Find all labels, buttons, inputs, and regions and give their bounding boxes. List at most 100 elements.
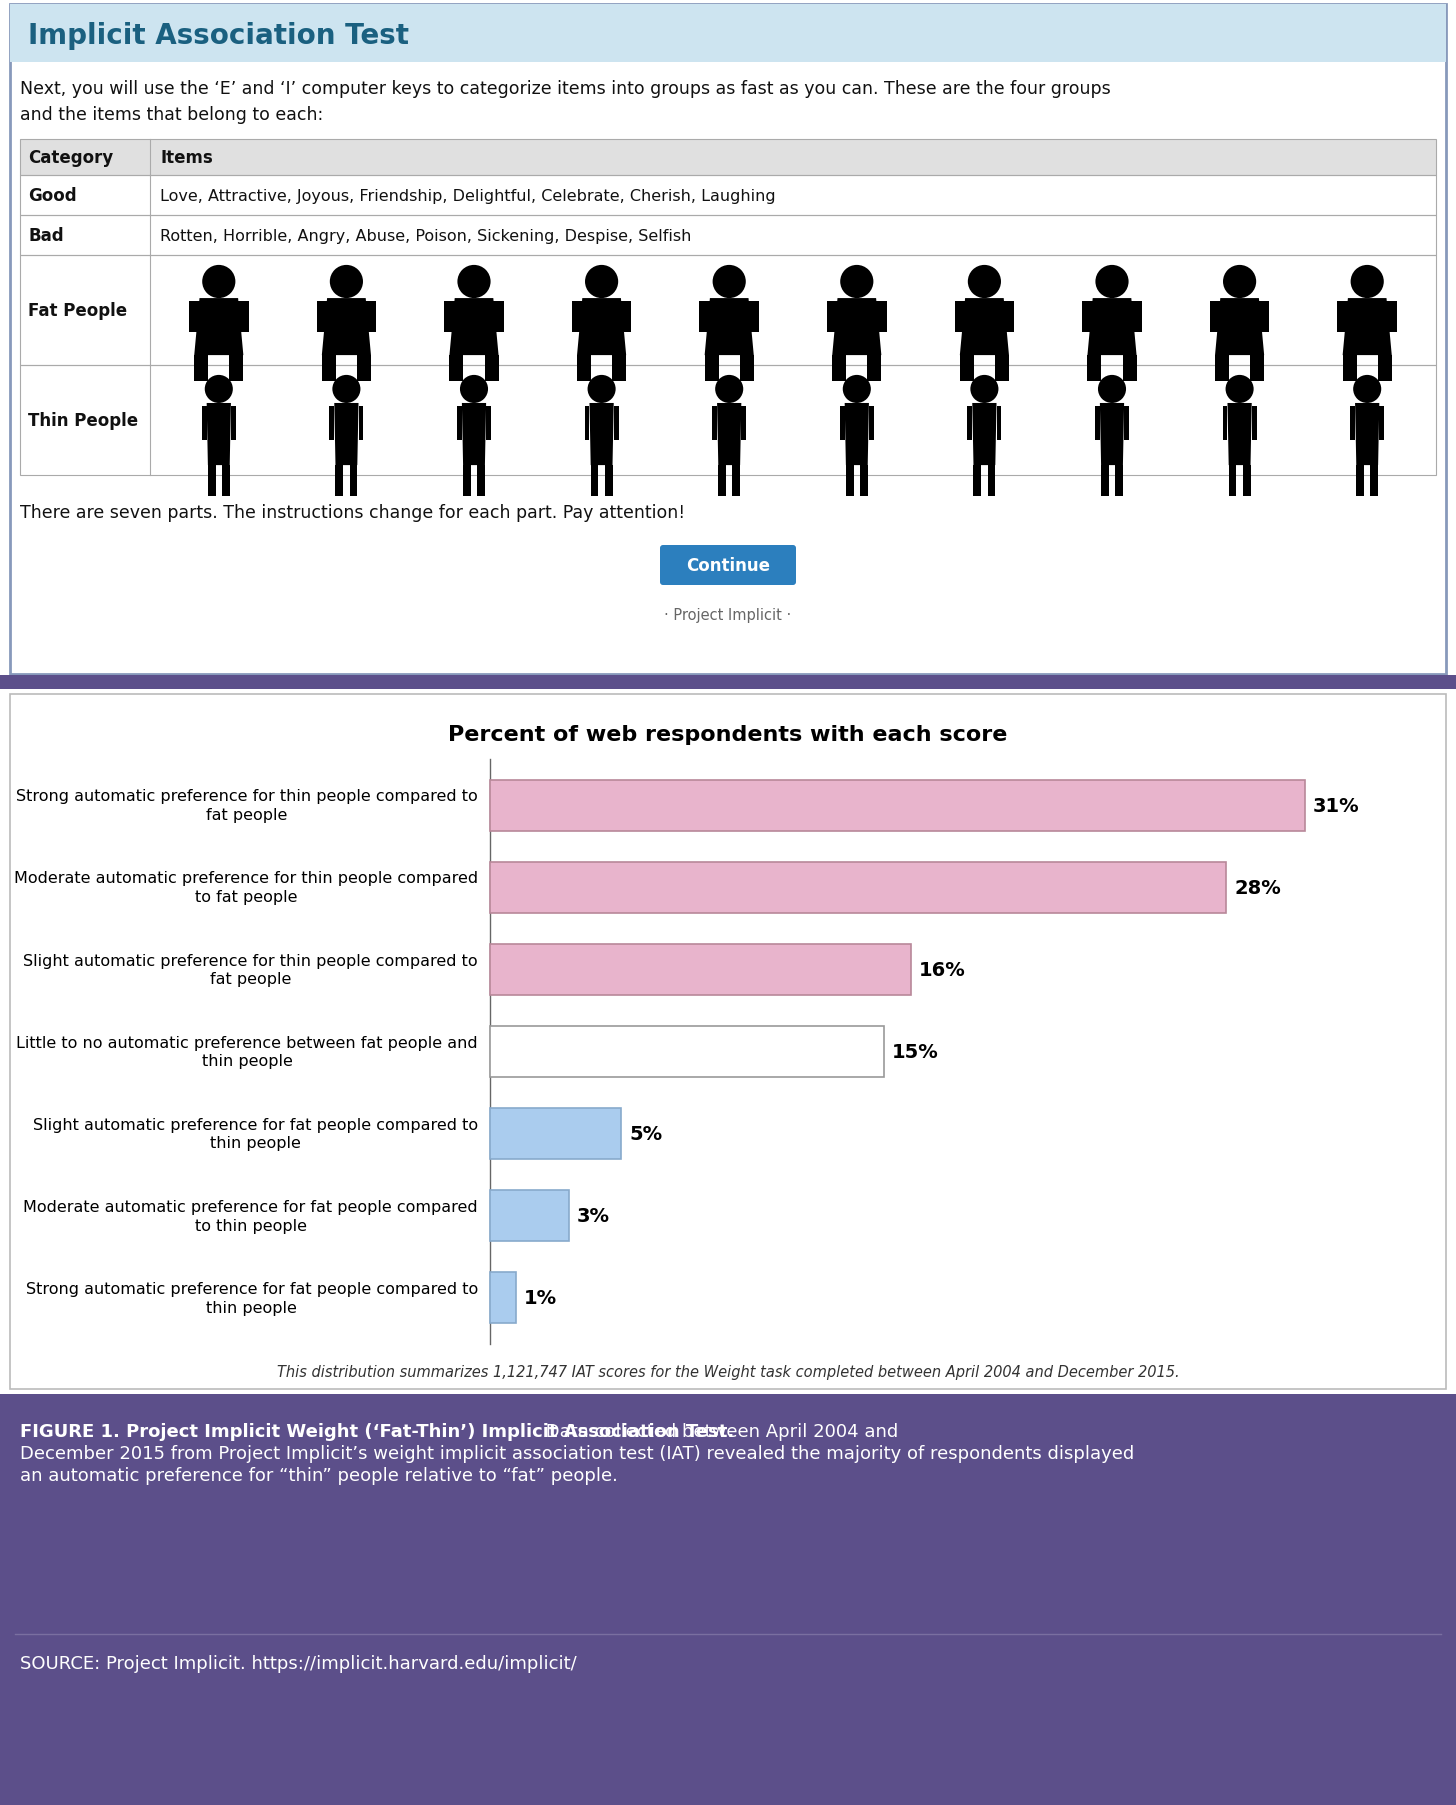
Bar [827,301,837,334]
FancyBboxPatch shape [0,1393,1456,1805]
FancyBboxPatch shape [0,675,1456,690]
Bar [189,301,199,334]
FancyBboxPatch shape [491,1191,569,1242]
Bar [572,301,582,334]
Bar [485,356,498,381]
Bar [741,406,745,440]
Polygon shape [335,404,358,466]
FancyBboxPatch shape [491,1273,517,1323]
FancyBboxPatch shape [491,780,1305,830]
Polygon shape [1227,404,1252,466]
Bar [1259,301,1270,334]
Text: 16%: 16% [919,960,965,980]
Text: Strong automatic preference for fat people compared to
thin people: Strong automatic preference for fat peop… [26,1282,478,1316]
Circle shape [460,375,488,404]
Bar [486,406,491,440]
Bar [1386,301,1396,334]
Text: an automatic preference for “thin” people relative to “fat” people.: an automatic preference for “thin” peopl… [20,1466,617,1484]
Bar [840,406,844,440]
Text: Next, you will use the ‘E’ and ‘I’ computer keys to categorize items into groups: Next, you will use the ‘E’ and ‘I’ compu… [20,79,1111,125]
FancyBboxPatch shape [10,695,1446,1390]
Polygon shape [590,404,614,466]
Bar [1350,406,1356,440]
Polygon shape [1342,300,1392,356]
Circle shape [205,375,233,404]
Circle shape [457,265,491,300]
Circle shape [585,265,619,300]
Bar [591,466,598,496]
Polygon shape [450,300,498,356]
Circle shape [1226,375,1254,404]
Circle shape [1353,375,1382,404]
Circle shape [840,265,874,300]
Bar [208,466,215,496]
Bar [322,356,336,381]
Text: Continue: Continue [686,556,770,574]
Polygon shape [1356,404,1379,466]
Polygon shape [1088,300,1137,356]
Bar [1252,406,1257,440]
Bar [357,356,371,381]
FancyBboxPatch shape [491,944,910,995]
Text: Category: Category [28,150,114,166]
Text: Items: Items [160,150,213,166]
Bar [444,301,454,334]
Bar [232,406,236,440]
Circle shape [1095,265,1128,300]
Bar [1088,356,1102,381]
Text: 1%: 1% [524,1289,558,1307]
Bar [620,301,632,334]
Polygon shape [322,300,371,356]
Polygon shape [1099,404,1124,466]
Bar [221,466,230,496]
Polygon shape [833,300,881,356]
Polygon shape [844,404,869,466]
Text: 3%: 3% [577,1206,610,1226]
Bar [1243,466,1251,496]
Bar [705,356,719,381]
Bar [202,406,207,440]
Polygon shape [960,300,1009,356]
Bar [846,466,853,496]
Bar [612,356,626,381]
FancyBboxPatch shape [491,1108,622,1159]
Circle shape [1351,265,1383,300]
Circle shape [712,265,745,300]
Circle shape [715,375,743,404]
Polygon shape [1216,300,1264,356]
Text: Love, Attractive, Joyous, Friendship, Delightful, Celebrate, Cherish, Laughing: Love, Attractive, Joyous, Friendship, De… [160,188,776,204]
Bar [712,406,716,440]
Bar [1357,466,1364,496]
Polygon shape [716,404,741,466]
Bar [494,301,504,334]
Bar [1131,301,1142,334]
Bar [365,301,376,334]
Polygon shape [577,300,626,356]
Bar [967,406,973,440]
Text: 15%: 15% [893,1043,939,1061]
Bar [869,406,874,440]
Bar [316,301,328,334]
Text: Strong automatic preference for thin people compared to
fat people: Strong automatic preference for thin peo… [16,789,478,823]
FancyBboxPatch shape [491,863,1226,913]
Circle shape [1223,265,1257,300]
Bar [577,356,591,381]
Polygon shape [194,300,243,356]
Bar [732,466,740,496]
Bar [1124,406,1128,440]
Bar [1115,466,1123,496]
Bar [868,356,881,381]
Text: Slight automatic preference for thin people compared to
fat people: Slight automatic preference for thin peo… [23,953,478,987]
Bar [960,356,974,381]
Text: December 2015 from Project Implicit’s weight implicit association test (IAT) rev: December 2015 from Project Implicit’s we… [20,1444,1134,1462]
Text: 31%: 31% [1313,796,1360,816]
Bar [329,406,335,440]
FancyBboxPatch shape [491,1027,884,1078]
Text: FIGURE 1. Project Implicit Weight (‘Fat-Thin’) Implicit Association Test.: FIGURE 1. Project Implicit Weight (‘Fat-… [20,1422,734,1440]
Bar [457,406,462,440]
Text: There are seven parts. The instructions change for each part. Pay attention!: There are seven parts. The instructions … [20,504,686,522]
Bar [996,406,1002,440]
Circle shape [202,265,236,300]
Bar [1210,301,1220,334]
Text: Thin People: Thin People [28,412,138,430]
